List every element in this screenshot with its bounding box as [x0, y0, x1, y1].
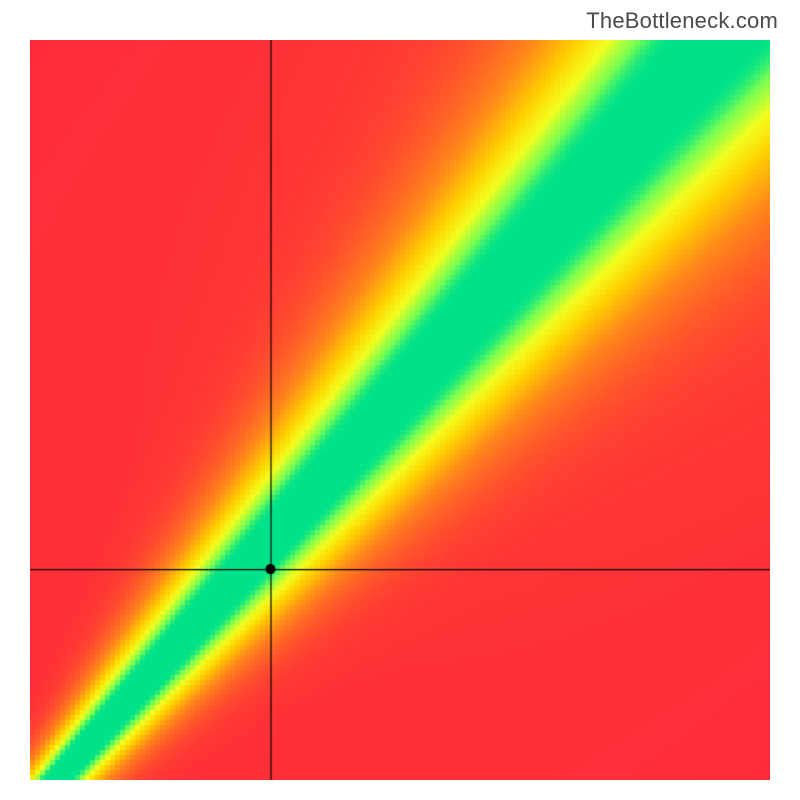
chart-container: TheBottleneck.com [0, 0, 800, 800]
watermark-text: TheBottleneck.com [586, 8, 778, 34]
heatmap-canvas [30, 40, 770, 780]
plot-area [30, 40, 770, 780]
